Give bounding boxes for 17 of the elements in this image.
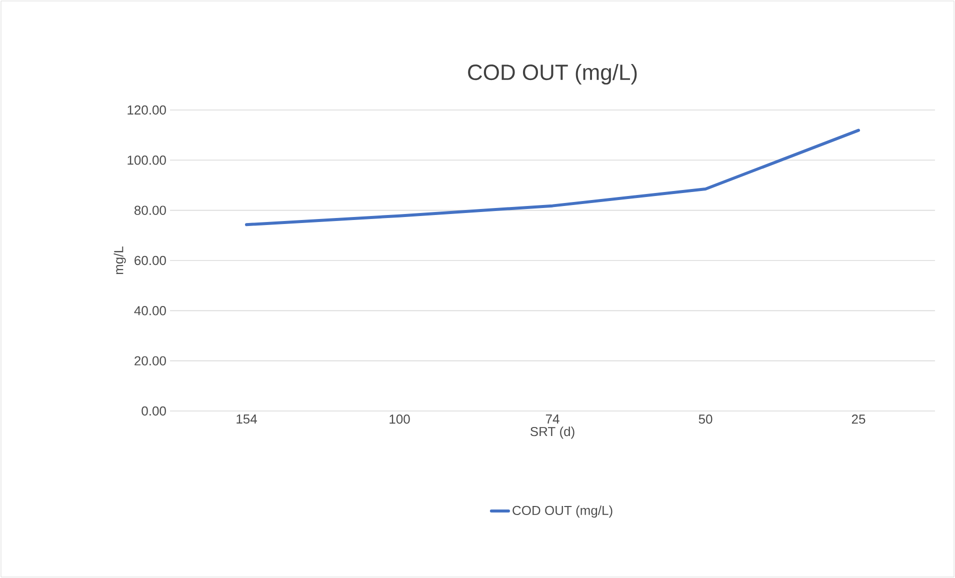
y-tick-label: 80.00 <box>134 206 166 215</box>
y-axis-title: mg/L <box>114 246 126 274</box>
y-tick-label: 40.00 <box>134 306 166 316</box>
x-tick-label: 100 <box>390 414 410 424</box>
y-tick-label: 0.00 <box>142 406 166 416</box>
legend-label: COD OUT (mg/L) <box>512 505 612 518</box>
y-tick-label: 60.00 <box>134 256 166 266</box>
chart-title: COD OUT (mg/L) <box>468 64 637 84</box>
x-tick-label: 74 <box>546 414 560 424</box>
y-tick-label: 100.00 <box>128 156 166 165</box>
x-axis-title: SRT (d) <box>530 426 574 439</box>
x-tick-label: 25 <box>852 414 866 424</box>
x-tick-label: 154 <box>236 414 257 424</box>
x-tick-label: 50 <box>698 414 712 424</box>
y-tick-label: 120.00 <box>128 105 166 115</box>
y-tick-label: 20.00 <box>134 356 166 366</box>
line-series <box>245 128 860 226</box>
